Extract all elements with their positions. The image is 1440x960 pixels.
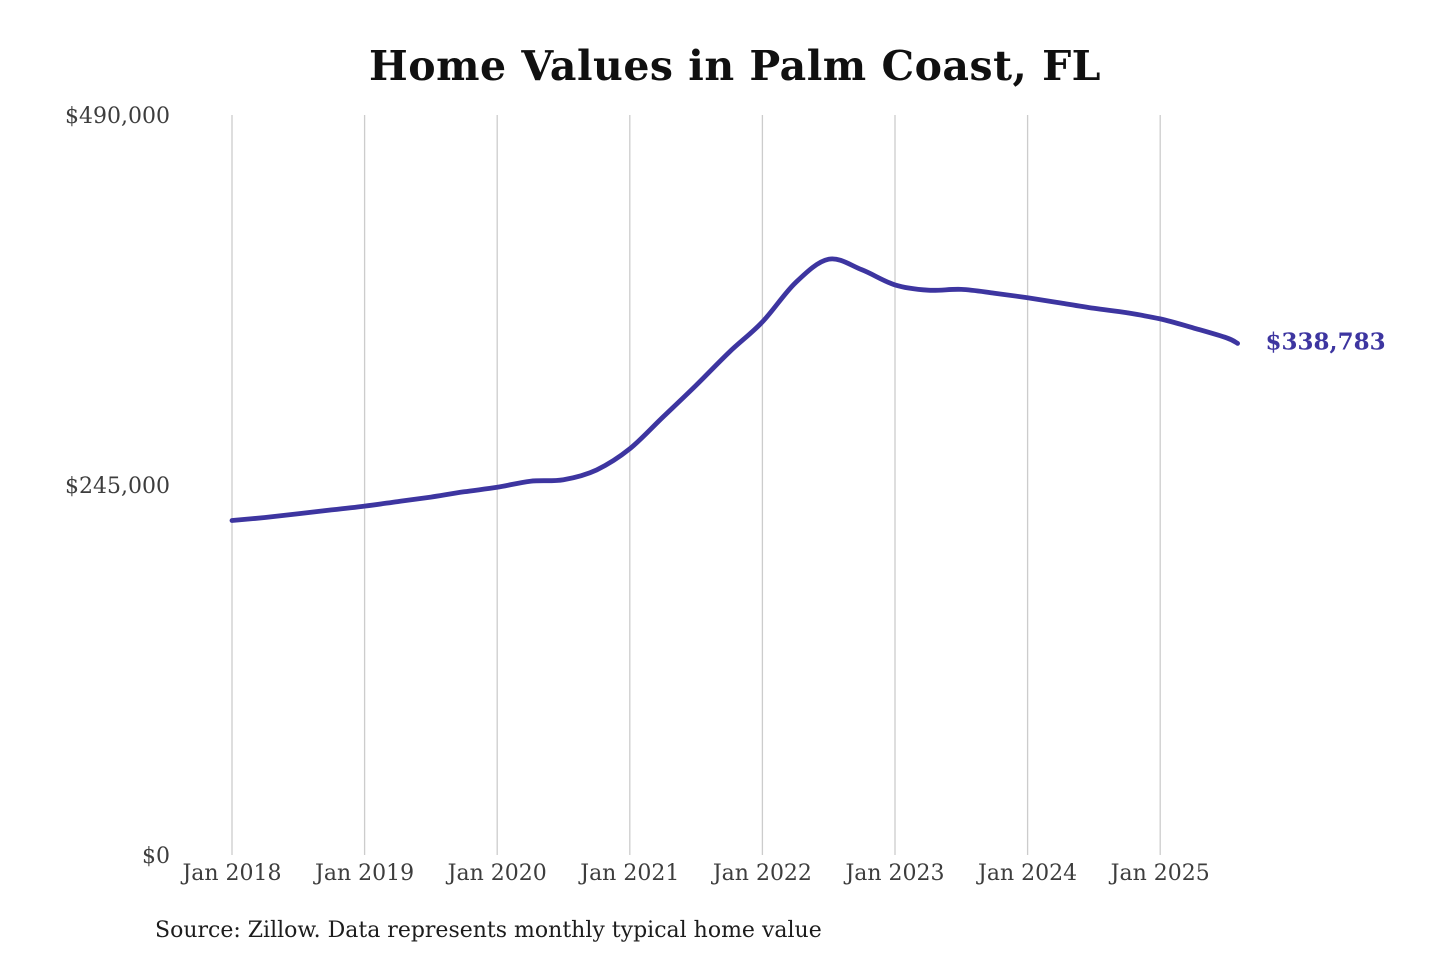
current-value-label: $338,783 (1266, 328, 1386, 355)
y-tick-label-2: $0 (142, 844, 170, 869)
y-tick-label-1: $245,000 (65, 474, 170, 499)
x-tick-label-2: Jan 2020 (446, 861, 547, 886)
home-value-line-series (229, 256, 1240, 523)
x-tick-label-3: Jan 2021 (578, 861, 679, 886)
x-tick-label-0: Jan 2018 (180, 861, 281, 886)
chart-title: Home Values in Palm Coast, FL (369, 42, 1101, 90)
source-note: Source: Zillow. Data represents monthly … (155, 918, 822, 943)
y-tick-label-0: $490,000 (65, 104, 170, 129)
x-tick-label-4: Jan 2022 (711, 861, 812, 886)
x-tick-label-1: Jan 2019 (313, 861, 414, 886)
x-tick-label-7: Jan 2025 (1109, 861, 1210, 886)
x-tick-label-6: Jan 2024 (976, 861, 1077, 886)
x-tick-label-5: Jan 2023 (843, 861, 944, 886)
